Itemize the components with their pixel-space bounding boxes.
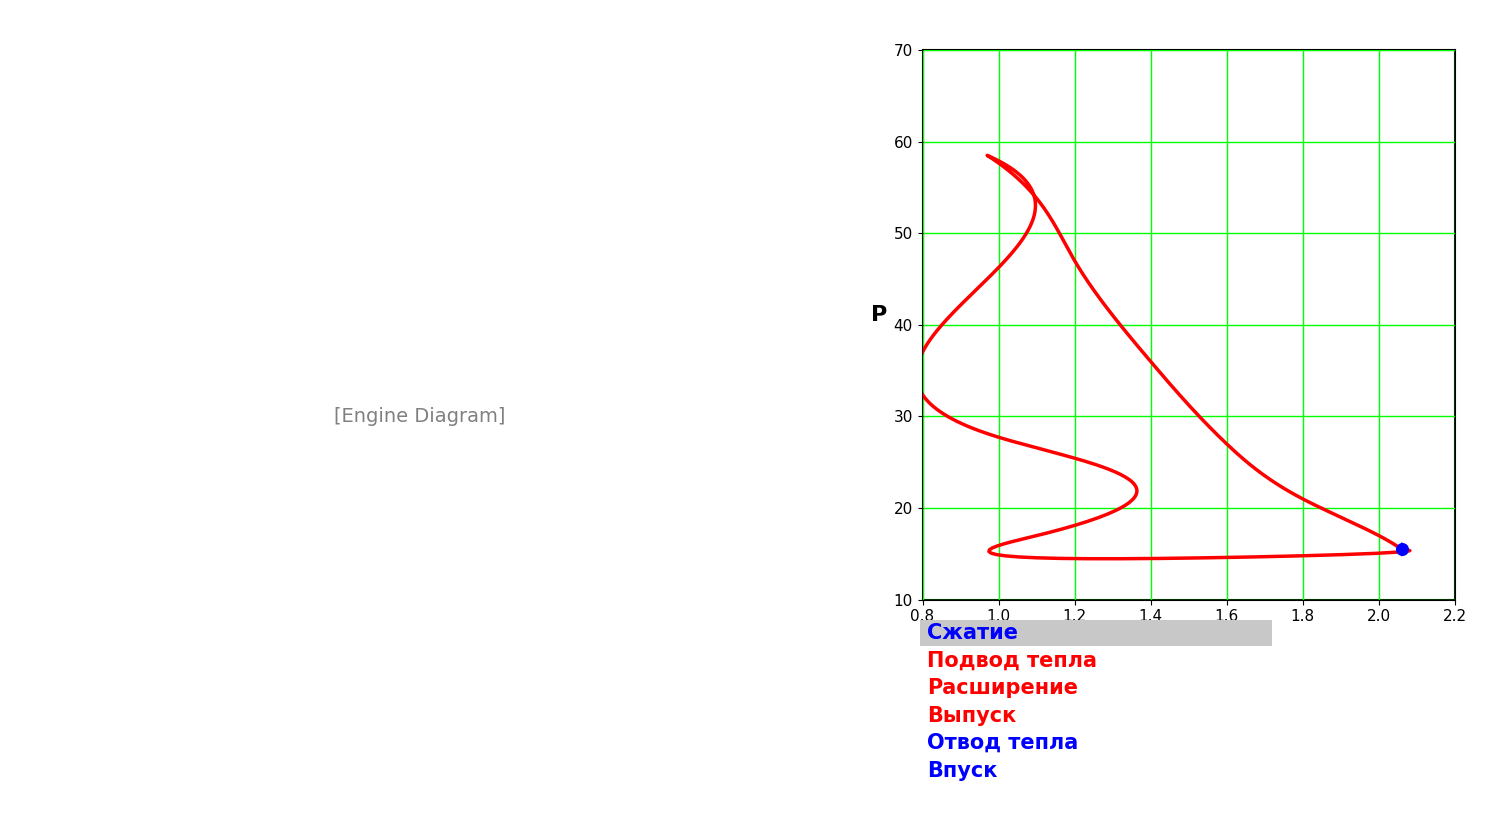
Text: Впуск: Впуск <box>927 761 998 781</box>
Y-axis label: P: P <box>871 305 888 325</box>
Text: Сжатие: Сжатие <box>927 623 1019 643</box>
Point <box>1389 543 1413 556</box>
Text: [Engine Diagram]: [Engine Diagram] <box>334 407 506 426</box>
Text: Выпуск: Выпуск <box>927 706 1017 726</box>
Text: Отвод тепла: Отвод тепла <box>927 733 1078 753</box>
X-axis label: V: V <box>1180 630 1197 650</box>
Text: Подвод тепла: Подвод тепла <box>927 651 1096 671</box>
Text: Расширение: Расширение <box>927 678 1078 698</box>
